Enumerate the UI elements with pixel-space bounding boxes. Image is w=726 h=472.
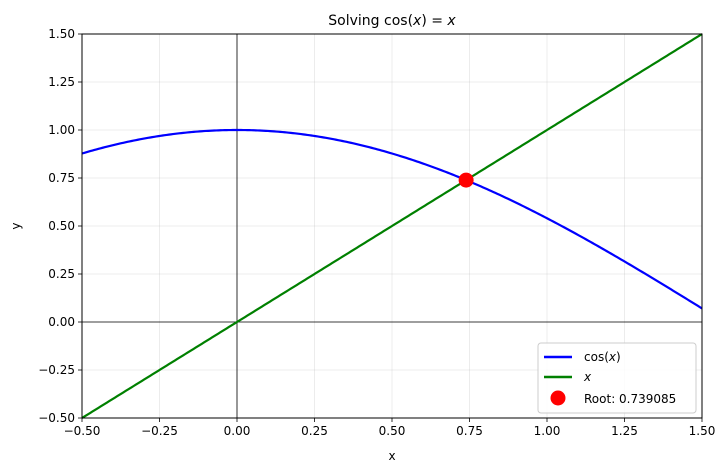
legend-label-x: x [583, 370, 592, 384]
x-tick-label: −0.25 [141, 424, 178, 438]
y-tick-label: 0.50 [48, 219, 75, 233]
legend-marker-root-icon [550, 390, 566, 406]
x-tick-label: 0.75 [456, 424, 483, 438]
y-axis-label: y [9, 222, 23, 229]
x-axis-ticks: −0.50 −0.25 0.00 0.25 0.50 0.75 1.00 1.25 1.50 [64, 418, 716, 438]
legend-label-cos: cos(x) [584, 350, 621, 364]
y-tick-label: 1.00 [48, 123, 75, 137]
series-line-cos [81, 128, 703, 310]
y-tick-label: 1.25 [48, 75, 75, 89]
legend-item-root: Root: 0.739085 [550, 390, 676, 406]
legend-label-root: Root: 0.739085 [584, 392, 676, 406]
x-tick-label: 1.50 [689, 424, 716, 438]
legend: cos(x) x Root: 0.739085 [537, 342, 697, 414]
legend-item-x: x [544, 370, 592, 384]
x-tick-label: 0.00 [224, 424, 251, 438]
y-tick-label: 1.50 [48, 27, 75, 41]
y-tick-label: 0.25 [48, 267, 75, 281]
legend-item-cos: cos(x) [544, 350, 621, 364]
x-axis-label: x [388, 449, 395, 463]
y-axis-ticks: −0.50 −0.25 0.00 0.25 0.50 0.75 1.00 1.25 1.50 [38, 27, 82, 425]
root-marker [458, 172, 474, 188]
x-tick-label: 0.25 [301, 424, 328, 438]
chart-title: Solving cos(x) = x [328, 13, 456, 29]
y-tick-label: −0.25 [38, 363, 75, 377]
y-tick-label: 0.00 [48, 315, 75, 329]
legend-box [537, 342, 697, 414]
x-tick-label: −0.50 [64, 424, 101, 438]
reference-lines [82, 34, 702, 418]
y-tick-label: 0.75 [48, 171, 75, 185]
x-tick-label: 1.00 [534, 424, 561, 438]
x-tick-label: 0.50 [379, 424, 406, 438]
y-tick-label: −0.50 [38, 411, 75, 425]
series-line-x [81, 33, 703, 419]
plot-series [81, 33, 703, 419]
x-tick-label: 1.25 [611, 424, 638, 438]
